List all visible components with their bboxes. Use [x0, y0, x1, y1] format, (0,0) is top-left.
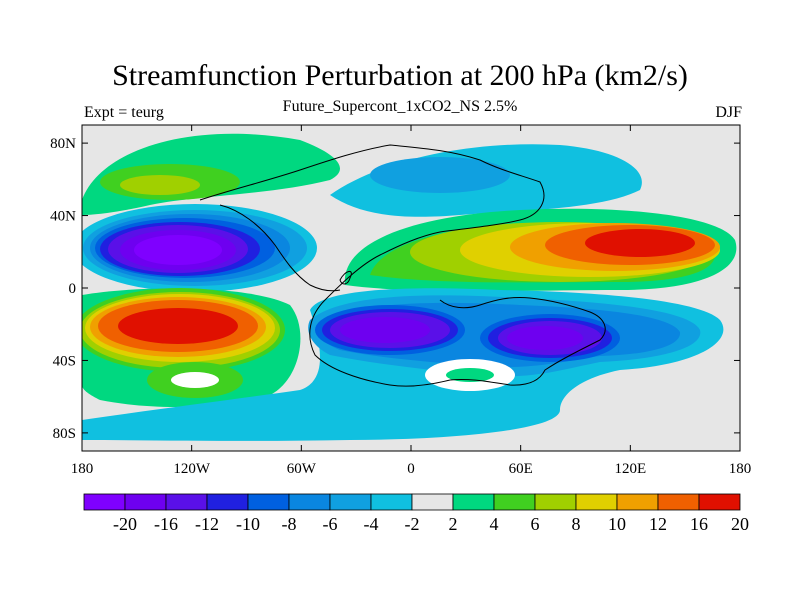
southern-low-belt: [82, 288, 724, 441]
colorbar-swatch: [329, 493, 372, 511]
experiment-label: Expt = teurg: [84, 104, 164, 121]
colorbar-label: -6: [323, 514, 338, 534]
colorbar-swatch: [493, 493, 536, 511]
colorbar-swatch: [247, 493, 290, 511]
colorbar-label: -10: [236, 514, 260, 534]
colorbar-swatch: [370, 493, 413, 511]
colorbar-label: 20: [731, 514, 749, 534]
colorbar-label: 10: [608, 514, 626, 534]
y-tick-label: 80N: [50, 136, 76, 152]
colorbar-label: -4: [364, 514, 379, 534]
south-atlantic-ring: [425, 359, 515, 391]
colorbar-swatch: [206, 493, 249, 511]
contour-fields: [82, 133, 737, 441]
colorbar-label: 2: [449, 514, 458, 534]
y-axis-ticks: 80N 40N 0 40S 80S: [50, 136, 740, 442]
colorbar-label: -12: [195, 514, 219, 534]
colorbar-label: 8: [572, 514, 581, 534]
x-tick-label: 0: [407, 461, 415, 477]
colorbar-label: -8: [282, 514, 297, 534]
x-tick-label: 60W: [287, 461, 317, 477]
colorbar-swatch: [411, 493, 454, 511]
x-tick-label: 180: [71, 461, 94, 477]
south-pacific-ring: [147, 362, 243, 398]
colorbar-label: 16: [690, 514, 708, 534]
colorbar-swatch: [575, 493, 618, 511]
south-pacific-high: [82, 288, 301, 407]
season-label: DJF: [715, 104, 742, 121]
x-tick-label: 60E: [509, 461, 533, 477]
plot-subtitle: Future_Supercont_1xCO2_NS 2.5%: [282, 98, 518, 115]
colorbar-swatch: [616, 493, 659, 511]
colorbar-label: -16: [154, 514, 178, 534]
north-pacific-ridge: [82, 133, 340, 215]
colorbar-swatch: [698, 493, 741, 511]
colorbar-label: 6: [531, 514, 540, 534]
y-tick-label: 80S: [53, 426, 76, 442]
colorbar-swatch: [165, 493, 208, 511]
colorbar-label: 12: [649, 514, 667, 534]
colorbar-swatch: [124, 493, 167, 511]
x-tick-label: 120E: [614, 461, 646, 477]
x-tick-label: 180: [729, 461, 752, 477]
north-atlantic-low: [330, 144, 642, 217]
north-pacific-low: [82, 204, 317, 292]
y-tick-label: 40N: [50, 209, 76, 225]
colorbar-swatch: [83, 493, 126, 511]
coastlines: [199, 144, 606, 387]
colorbar-swatch: [288, 493, 331, 511]
colorbar-swatch: [657, 493, 700, 511]
colorbar-label: 4: [490, 514, 499, 534]
colorbar-swatch: [534, 493, 577, 511]
y-tick-label: 40S: [53, 353, 76, 369]
asian-high: [344, 208, 737, 292]
colorbar: -20 -16 -12 -10 -8 -6 -4 -2 2 4 6 8 10 12 16 20: [83, 493, 749, 534]
x-tick-label: 120W: [173, 461, 211, 477]
y-tick-label: 0: [69, 281, 77, 297]
colorbar-label: -2: [405, 514, 420, 534]
plot-title: Streamfunction Perturbation at 200 hPa (…: [112, 59, 688, 92]
colorbar-label: -20: [113, 514, 137, 534]
colorbar-swatch: [452, 493, 495, 511]
x-axis-ticks: 180 120W 60W 0 60E 120E 180: [71, 125, 752, 477]
